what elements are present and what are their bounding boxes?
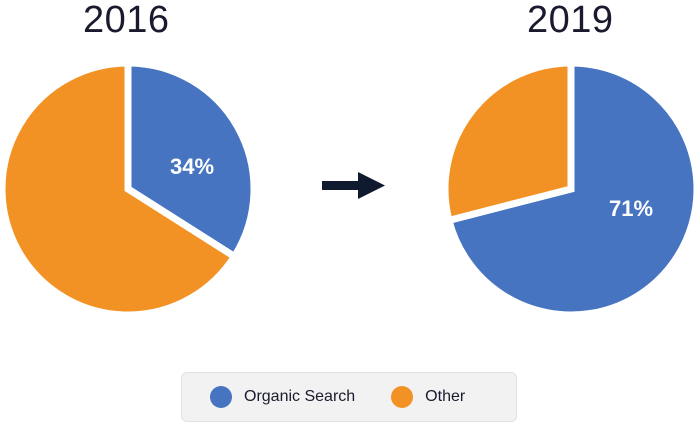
pie-chart-2016: 34% <box>0 59 258 319</box>
legend-label: Organic Search <box>244 388 356 405</box>
arrow-right-icon <box>322 172 385 199</box>
chart-title-2019: 2019 <box>527 0 614 41</box>
pie-chart-2019: 71% <box>441 59 697 319</box>
legend-swatch-other-icon <box>391 386 414 408</box>
pie-slice-other <box>0 59 240 319</box>
legend-item-organic-search: Organic Search <box>210 386 355 408</box>
pie-slice-other <box>441 59 575 225</box>
legend-item-other: Other <box>391 386 465 408</box>
legend-label: Other <box>425 388 466 405</box>
pie-slice-label: 34% <box>170 154 214 179</box>
legend: Organic Search Other <box>181 372 517 422</box>
legend-swatch-organic-icon <box>210 386 232 408</box>
pie-slice-label: 71% <box>609 196 653 221</box>
chart-title-2016: 2016 <box>83 0 170 41</box>
